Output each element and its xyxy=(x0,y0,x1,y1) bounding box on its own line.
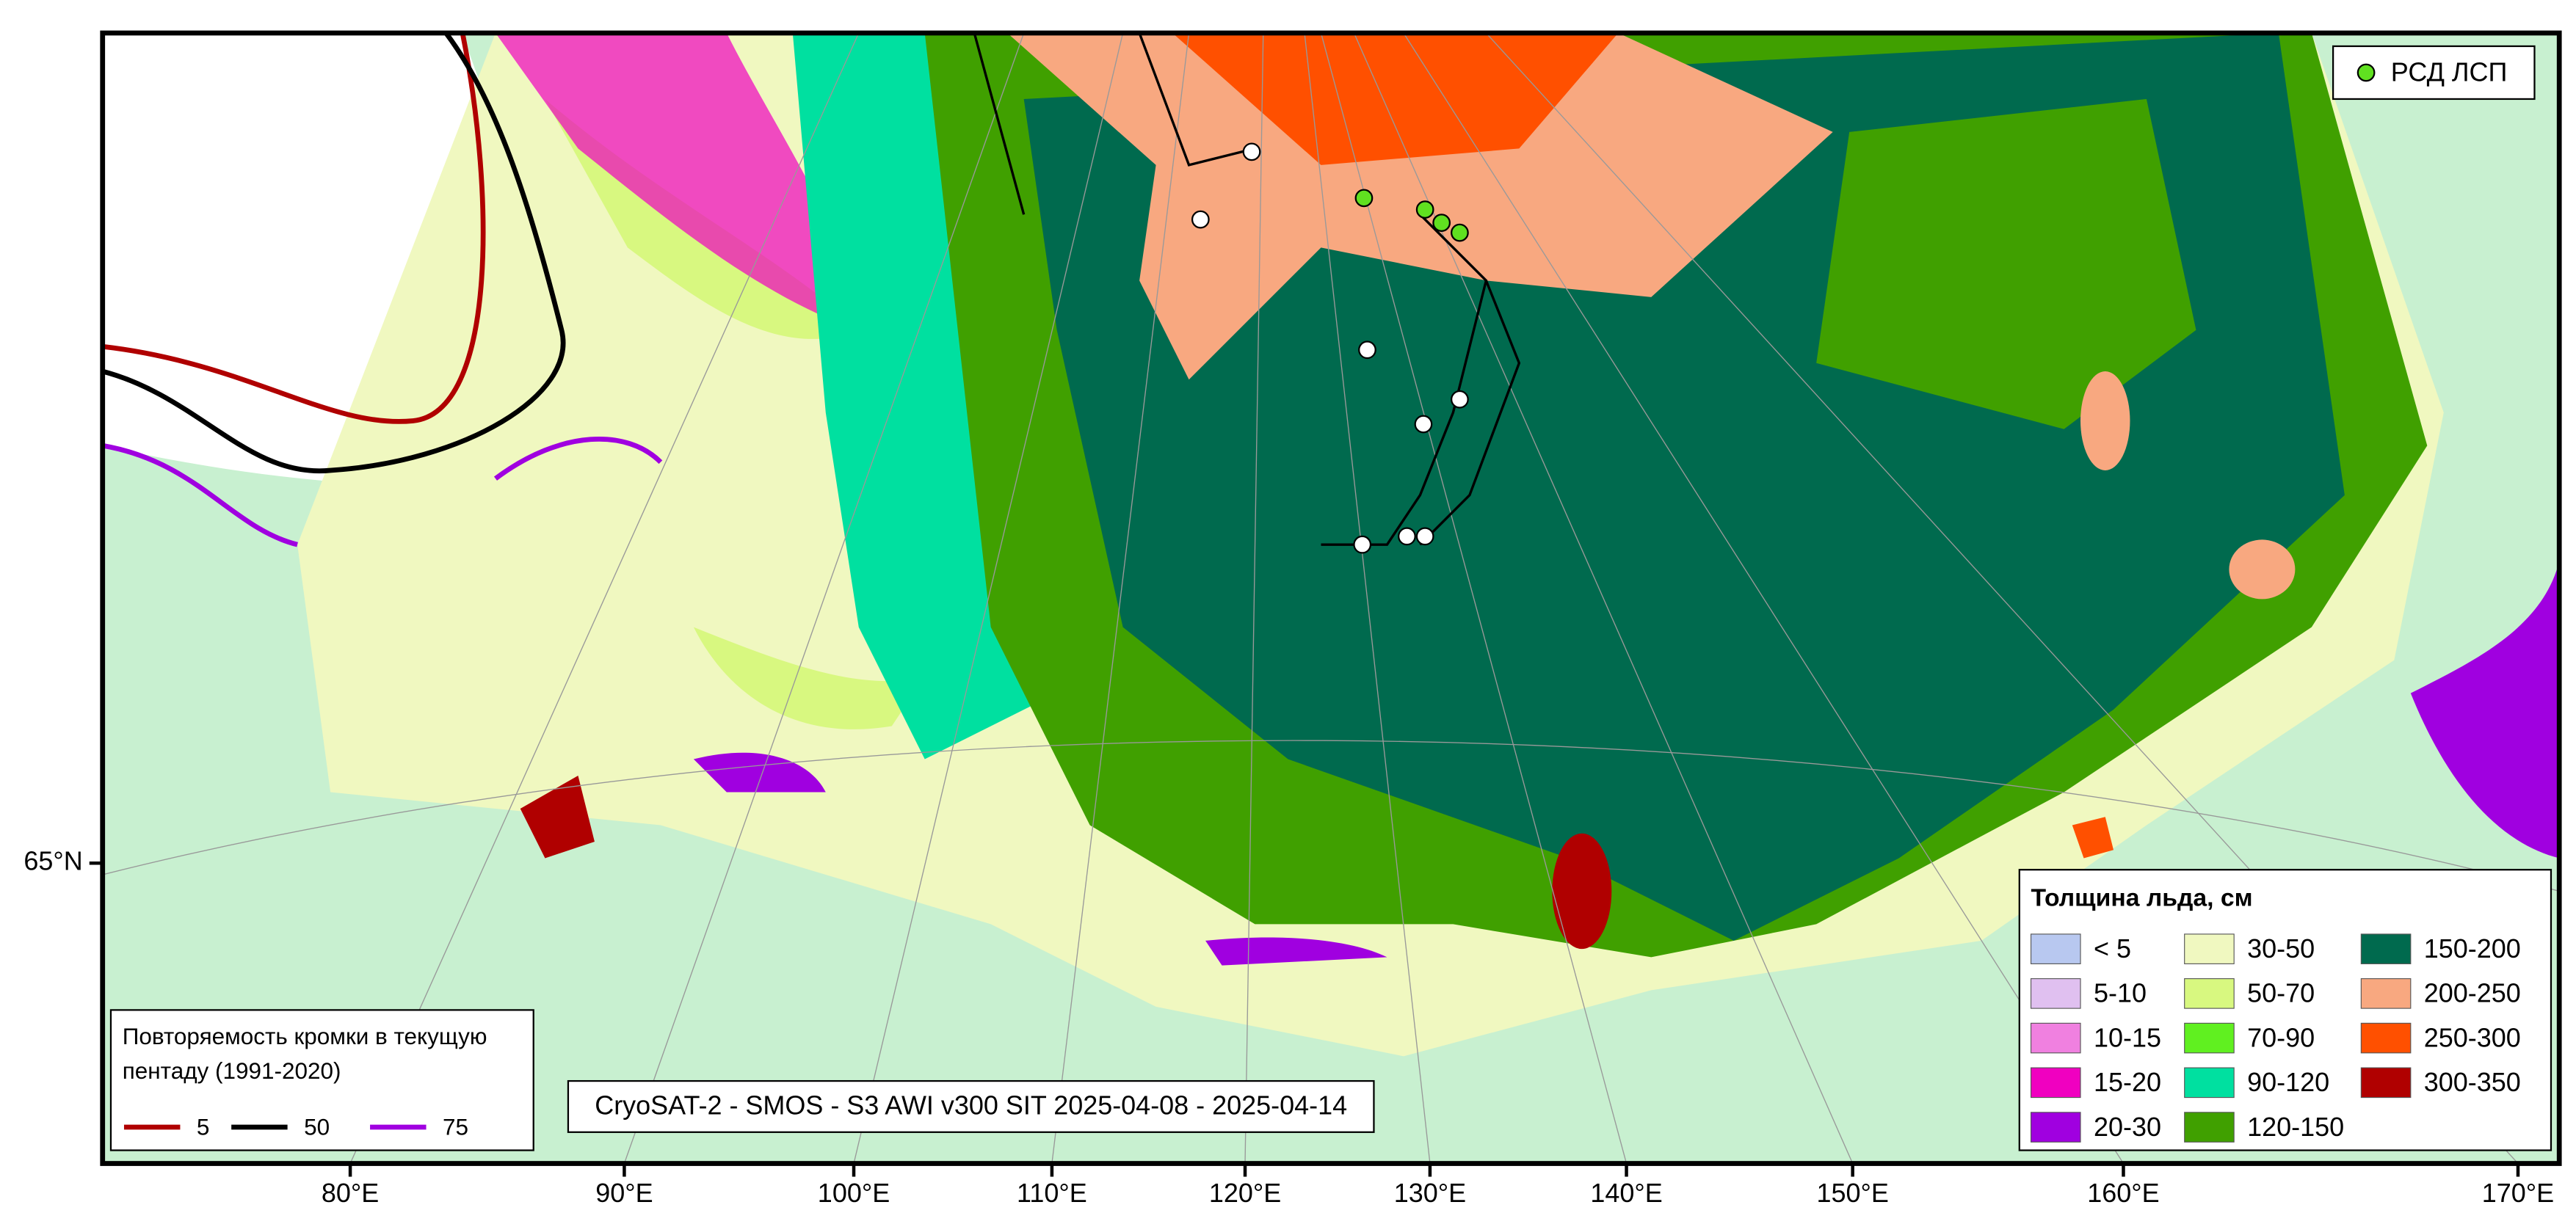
station xyxy=(1432,214,1451,232)
lon-label: 90°E xyxy=(595,1178,653,1208)
station xyxy=(1353,535,1372,554)
legend-label: 250-300 xyxy=(2424,1022,2521,1052)
legend-label: 150-200 xyxy=(2424,933,2521,964)
legend-title: пентаду (1991-2020) xyxy=(123,1058,341,1084)
legend-swatch xyxy=(2184,933,2235,964)
legend-label: 75 xyxy=(443,1115,468,1140)
meridian xyxy=(349,32,860,1164)
legend-swatch xyxy=(2360,978,2412,1009)
station xyxy=(1358,340,1376,360)
meridian xyxy=(853,32,1124,1164)
legend-label: 90-120 xyxy=(2247,1067,2329,1097)
thickness-legend: Толщина льда, см < 5 5-10 10-15 15-20 20-30 3… xyxy=(2018,869,2553,1151)
legend-label: 15-20 xyxy=(2094,1067,2161,1097)
station xyxy=(1414,415,1433,434)
edge-line xyxy=(102,437,663,547)
legend-label: 5 xyxy=(197,1115,210,1140)
stations xyxy=(1191,142,1469,554)
legend-swatch xyxy=(2184,978,2235,1009)
ice-zone xyxy=(2229,539,2296,600)
legend-swatch xyxy=(2360,1067,2412,1099)
legend-swatch xyxy=(2360,1022,2412,1054)
legend-label: < 5 xyxy=(2094,933,2131,964)
legend-label: 10-15 xyxy=(2094,1022,2161,1052)
meridian xyxy=(1320,32,1628,1164)
ice-zone xyxy=(1172,32,1619,165)
lon-label: 110°E xyxy=(1017,1178,1087,1208)
meridian xyxy=(1304,32,1431,1164)
legend-label: 5-10 xyxy=(2094,978,2147,1008)
station xyxy=(1451,223,1469,242)
lon-label: 140°E xyxy=(1590,1178,1662,1208)
legend-swatch xyxy=(2030,933,2081,964)
edge-line xyxy=(102,32,486,424)
legend-label: 50 xyxy=(304,1115,330,1140)
lon-label: 170°E xyxy=(2482,1178,2554,1208)
meridian xyxy=(1244,32,1264,1164)
label-box xyxy=(567,1079,1375,1133)
meridian xyxy=(1051,32,1190,1164)
ice-zone xyxy=(520,776,595,859)
lon-label: 130°E xyxy=(1394,1178,1466,1208)
lat-label: 65°N xyxy=(23,846,82,876)
station xyxy=(1415,200,1434,219)
legend-label: 30-50 xyxy=(2247,933,2315,964)
legend-swatch xyxy=(2030,1112,2081,1143)
legend-title: Толщина льда, см xyxy=(2031,884,2253,912)
legend-marker xyxy=(2357,63,2376,82)
station xyxy=(1398,527,1416,546)
lon-label: 120°E xyxy=(1209,1178,1281,1208)
legend-swatch xyxy=(2030,1022,2081,1054)
lon-label: 160°E xyxy=(2087,1178,2159,1208)
lon-label: 80°E xyxy=(322,1178,379,1208)
lon-label: 150°E xyxy=(1816,1178,1888,1208)
station xyxy=(1451,390,1469,409)
meridian xyxy=(623,32,1025,1164)
product-label: CryoSAT-2 - SMOS - S3 AWI v300 SIT 2025-… xyxy=(567,1079,1375,1133)
ice-zone xyxy=(2072,817,2114,859)
frame xyxy=(100,30,2562,1166)
edge-line xyxy=(102,32,566,474)
legend-swatch xyxy=(2360,933,2412,964)
legend-box xyxy=(2018,869,2553,1151)
legend-box xyxy=(109,1009,534,1151)
ice-zone xyxy=(2080,371,2130,470)
lon-labels: 80°E 90°E 100°E 110°E 120°E 130°E 140°E … xyxy=(23,846,2554,1208)
station xyxy=(1415,527,1434,546)
label-text: CryoSAT-2 - SMOS - S3 AWI v300 SIT 2025-… xyxy=(595,1090,1347,1121)
legend-label: 50-70 xyxy=(2247,978,2315,1008)
legend-label: 20-30 xyxy=(2094,1112,2161,1142)
ice-zone xyxy=(495,32,859,330)
ice-zone xyxy=(545,98,925,729)
legend-label: 200-250 xyxy=(2424,978,2521,1008)
ice-zone xyxy=(1816,98,2196,429)
legend-swatch xyxy=(2030,978,2081,1009)
legend-label: РСД ЛСП xyxy=(2391,57,2508,87)
lon-label: 100°E xyxy=(818,1178,890,1208)
parallel xyxy=(102,740,2560,892)
legend-label: 300-350 xyxy=(2424,1067,2521,1097)
edge-legend: Повторяемость кромки в текущую пентаду (1… xyxy=(109,1009,534,1151)
station-legend: РСД ЛСП xyxy=(2332,45,2536,101)
legend-swatch xyxy=(2030,1067,2081,1099)
station xyxy=(1242,142,1261,161)
ice-zone xyxy=(1552,833,1612,950)
station xyxy=(1191,210,1210,229)
legend-label: 70-90 xyxy=(2247,1022,2315,1052)
legend-swatch xyxy=(2184,1067,2235,1099)
legend-swatch xyxy=(2184,1112,2235,1143)
map-area xyxy=(102,32,2560,1164)
station xyxy=(1354,189,1374,208)
drift-track xyxy=(973,32,1521,546)
legend-swatch xyxy=(2184,1022,2235,1054)
legend-label: 120-150 xyxy=(2247,1112,2344,1142)
meridian xyxy=(1403,32,2125,1164)
legend-title: Повторяемость кромки в текущую xyxy=(123,1024,487,1049)
